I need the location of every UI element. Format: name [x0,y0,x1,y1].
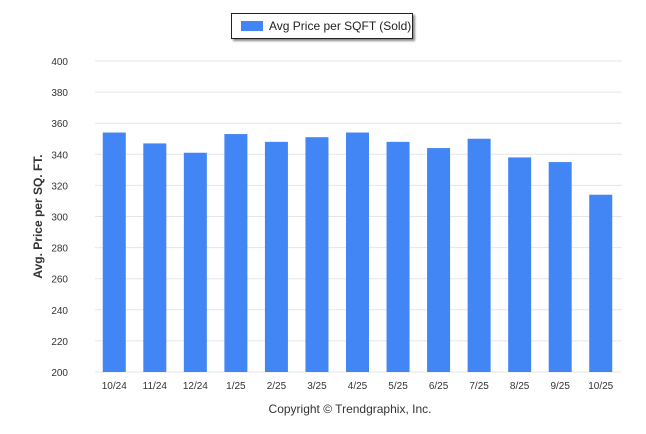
bar [346,132,369,372]
bar [467,138,491,372]
legend-swatch [241,21,263,31]
bar [143,143,167,372]
x-tick-label: 2/25 [267,381,287,392]
y-tick-label: 280 [51,244,68,255]
y-tick-label: 260 [51,275,68,286]
y-tick-label: 220 [51,337,68,348]
x-tick-label: 4/25 [348,381,368,392]
bar [508,157,532,372]
bar [183,152,207,372]
x-tick-label: 10/24 [102,381,127,392]
x-tick-label: 1/25 [226,381,246,392]
y-tick-label: 360 [51,119,68,130]
x-tick-label: 5/25 [388,381,408,392]
y-tick-label: 300 [51,213,68,224]
y-tick-label: 380 [51,88,68,99]
x-tick-label: 10/25 [588,381,613,392]
bar [548,162,572,372]
x-tick-label: 9/25 [550,381,570,392]
x-tick-label: 7/25 [469,381,489,392]
x-tick-label: 8/25 [510,381,530,392]
bar [102,132,126,372]
x-tick-label: 3/25 [307,381,327,392]
legend-label: Avg Price per SQFT (Sold) [269,19,412,33]
y-tick-label: 240 [51,306,68,317]
copyright-text: Copyright © Trendgraphix, Inc. [268,402,432,416]
bar [386,141,410,372]
bar [264,141,288,372]
y-tick-label: 400 [51,57,68,68]
x-tick-label: 12/24 [183,381,208,392]
y-axis-label: Avg. Price per SQ. FT. [31,154,45,278]
bar [589,194,613,372]
bar [427,148,451,372]
bar [224,134,248,372]
y-tick-label: 340 [51,150,68,161]
y-tick-label: 200 [51,368,68,379]
legend[interactable]: Avg Price per SQFT (Sold) [231,13,413,39]
y-tick-label: 320 [51,181,68,192]
bar [305,137,329,372]
x-tick-label: 11/24 [143,381,168,392]
x-tick-label: 6/25 [429,381,449,392]
